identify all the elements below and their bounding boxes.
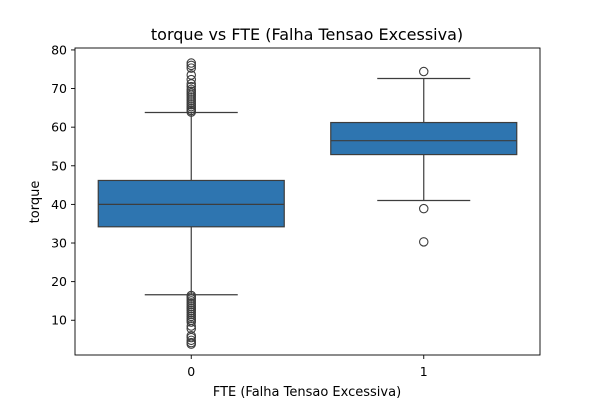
- x-axis-label: FTE (Falha Tensao Excessiva): [213, 385, 401, 400]
- outlier-point: [418, 237, 429, 247]
- outlier-point: [186, 321, 197, 331]
- y-tick-label: 30: [51, 236, 67, 251]
- outlier-point: [186, 330, 197, 341]
- outlier-point: [186, 74, 197, 85]
- outlier-point: [418, 66, 429, 77]
- box-iqr: [97, 179, 285, 228]
- y-tick-label: 40: [51, 197, 67, 212]
- outlier-point: [418, 203, 429, 214]
- x-tick-label: 0: [187, 364, 195, 379]
- outlier-point: [186, 337, 197, 348]
- chart-title: torque vs FTE (Falha Tensao Excessiva): [151, 25, 463, 44]
- plot-area: [97, 58, 518, 349]
- outlier-point: [186, 70, 197, 80]
- y-tick-label: 50: [51, 158, 67, 173]
- outlier-point: [186, 290, 197, 301]
- y-tick-label: 80: [51, 42, 67, 57]
- y-tick-label: 20: [51, 274, 67, 289]
- box-iqr: [330, 121, 518, 156]
- y-tick-label: 60: [51, 120, 67, 135]
- y-axis-label: torque: [28, 181, 43, 224]
- outlier-point: [186, 81, 197, 92]
- x-tick-label: 1: [420, 364, 428, 379]
- outlier-point: [186, 60, 197, 71]
- axes-frame: [74, 47, 541, 356]
- y-tick-label: 10: [51, 313, 67, 328]
- outlier-point: [186, 63, 197, 73]
- outlier-point: [186, 58, 197, 68]
- outlier-point: [186, 84, 197, 95]
- y-tick-label: 70: [51, 81, 67, 96]
- outlier-point: [186, 335, 197, 346]
